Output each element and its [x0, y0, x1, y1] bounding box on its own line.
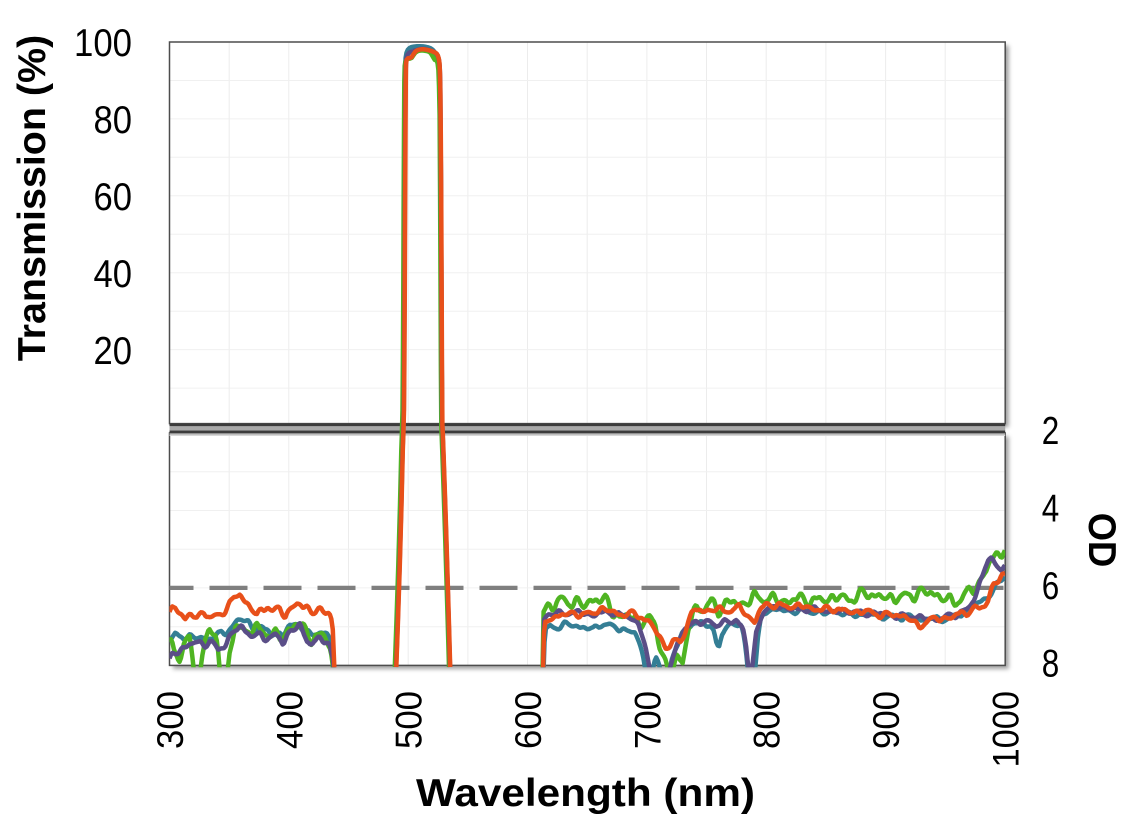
- svg-text:500: 500: [389, 691, 430, 749]
- svg-text:4: 4: [1042, 488, 1060, 531]
- svg-text:800: 800: [747, 691, 788, 749]
- svg-text:8: 8: [1042, 643, 1060, 686]
- svg-text:60: 60: [94, 176, 133, 219]
- svg-text:1000: 1000: [985, 691, 1026, 768]
- svg-text:100: 100: [74, 22, 132, 65]
- svg-text:6: 6: [1042, 565, 1060, 608]
- svg-text:40: 40: [94, 253, 133, 296]
- svg-text:OD: OD: [1080, 513, 1123, 568]
- svg-text:2: 2: [1042, 410, 1060, 453]
- svg-text:300: 300: [150, 691, 191, 749]
- svg-text:700: 700: [627, 691, 668, 749]
- svg-text:20: 20: [94, 330, 133, 373]
- svg-text:80: 80: [94, 99, 133, 142]
- svg-text:Transmission (%): Transmission (%): [11, 35, 54, 362]
- svg-text:600: 600: [508, 691, 549, 749]
- svg-text:400: 400: [269, 691, 310, 749]
- svg-text:900: 900: [866, 691, 907, 749]
- svg-text:Wavelength (nm): Wavelength (nm): [416, 772, 755, 815]
